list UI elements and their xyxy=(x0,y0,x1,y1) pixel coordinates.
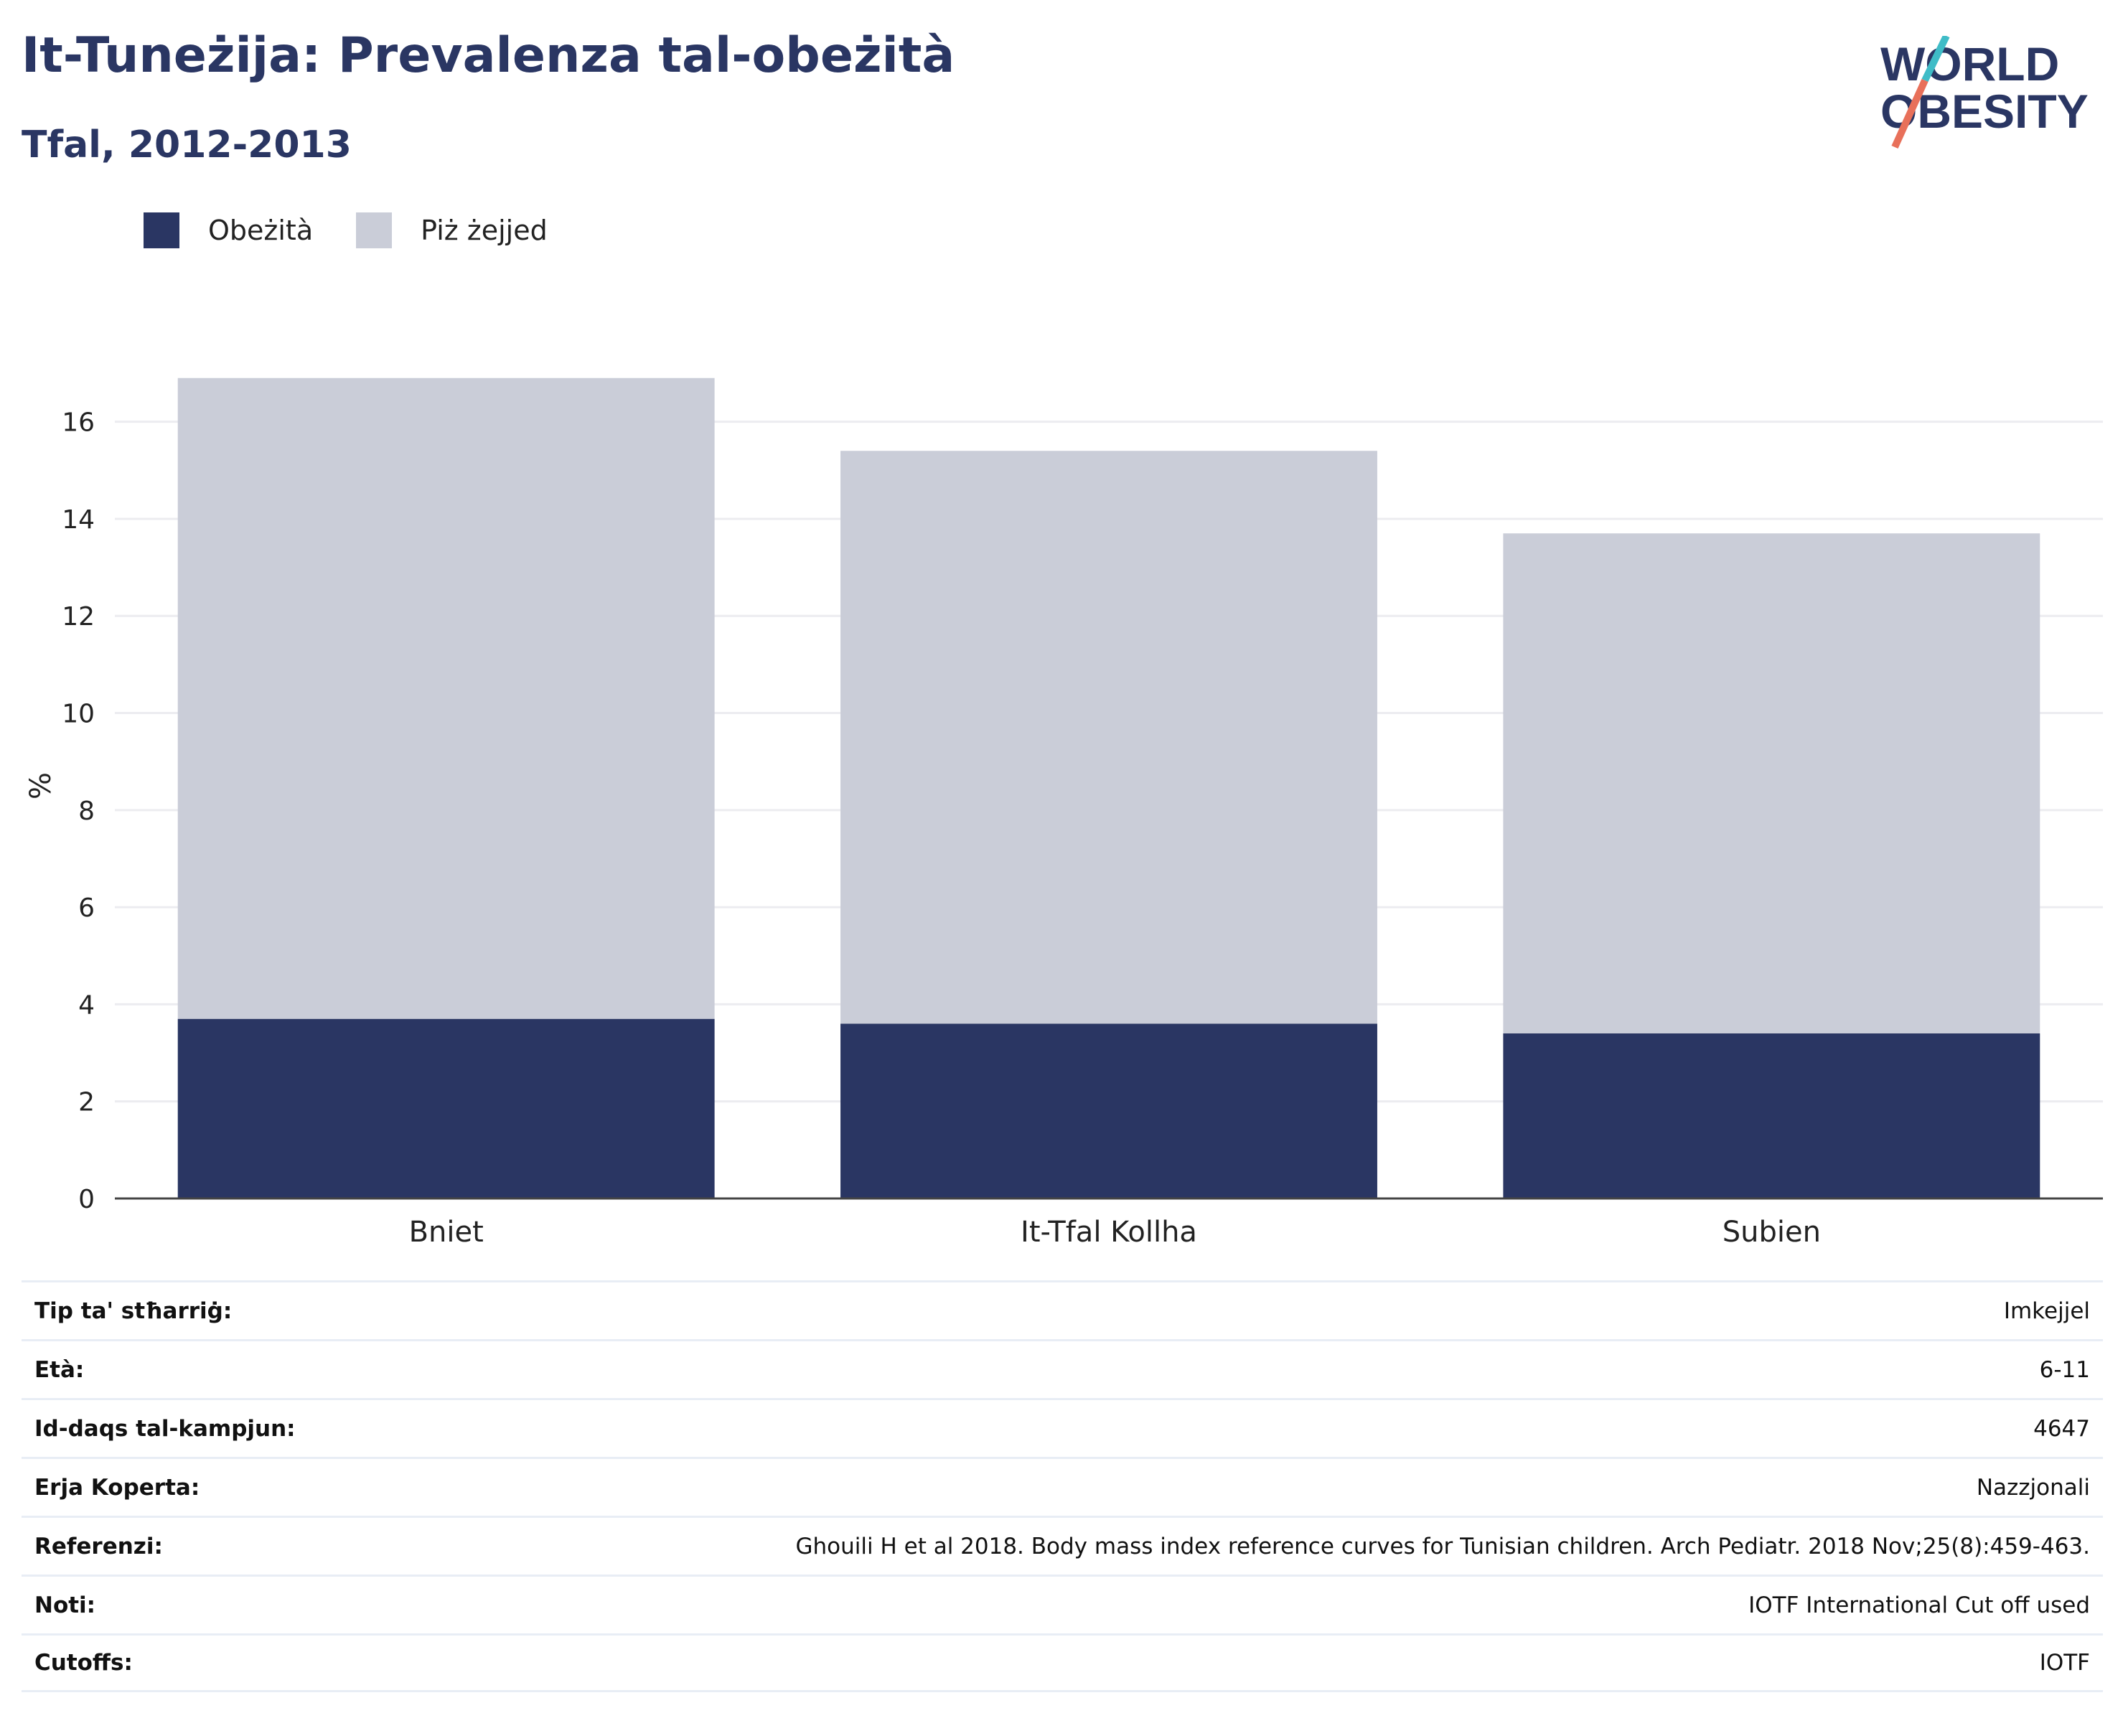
meta-value: Nazzjonali xyxy=(1976,1474,2090,1501)
bar-obesity-1 xyxy=(840,1023,1377,1198)
meta-row: Tip ta' stħarriġ: Imkejjel xyxy=(22,1280,2103,1339)
meta-value: IOTF International Cut off used xyxy=(1748,1592,2090,1618)
meta-row: Noti: IOTF International Cut off used xyxy=(22,1575,2103,1633)
bar-obesity-0 xyxy=(177,1018,715,1198)
y-tick-label: 0 xyxy=(78,1185,95,1214)
chart-title: It-Tuneżija: Prevalenza tal-obeżità xyxy=(22,27,955,84)
y-axis-label: % xyxy=(24,772,57,799)
meta-value: IOTF xyxy=(2039,1650,2090,1676)
chart-subtitle: Tfal, 2012-2013 xyxy=(22,123,352,166)
world-obesity-logo: WORLD OBESITY xyxy=(1880,36,2089,149)
legend-item-obesity: Obeżità xyxy=(144,212,313,248)
meta-row: Id-daqs tal-kampjun: 4647 xyxy=(22,1398,2103,1457)
bar-overweight-2 xyxy=(1503,533,2040,1033)
y-tick-label: 8 xyxy=(78,797,95,826)
meta-key: Referenzi: xyxy=(34,1533,163,1559)
survey-details-table: Tip ta' stħarriġ: Imkejjel Età: 6-11 Id-da… xyxy=(22,1280,2103,1692)
meta-value: Imkejjel xyxy=(2003,1298,2090,1324)
meta-key: Tip ta' stħarriġ: xyxy=(34,1298,233,1324)
svg-text:WORLD: WORLD xyxy=(1880,37,2059,90)
x-tick-label: Bniet xyxy=(409,1216,484,1249)
meta-value: 6-11 xyxy=(2039,1356,2090,1383)
y-tick-label: 2 xyxy=(78,1088,95,1117)
meta-key: Id-daqs tal-kampjun: xyxy=(34,1415,296,1442)
bar-overweight-0 xyxy=(177,377,715,1019)
legend-label-obesity: Obeżità xyxy=(208,215,314,246)
y-tick-label: 12 xyxy=(62,602,95,632)
meta-row: Età: 6-11 xyxy=(22,1339,2103,1398)
meta-key: Cutoffs: xyxy=(34,1650,133,1676)
bar-overweight-1 xyxy=(840,451,1377,1024)
meta-key: Noti: xyxy=(34,1592,96,1618)
meta-key: Erja Koperta: xyxy=(34,1474,200,1501)
meta-row: Erja Koperta: Nazzjonali xyxy=(22,1457,2103,1516)
x-tick-label: Subien xyxy=(1723,1216,1821,1249)
legend-swatch-overweight xyxy=(356,212,393,248)
legend-label-overweight: Piż żejjed xyxy=(421,215,548,246)
legend-item-overweight: Piż żejjed xyxy=(356,212,548,248)
y-tick-label: 4 xyxy=(78,990,95,1020)
x-tick-label: It-Tfal Kollha xyxy=(1021,1216,1197,1249)
meta-row: Cutoffs: IOTF xyxy=(22,1633,2103,1692)
bar-chart: 0 2 4 6 8 10 12 14 16% Bniet It-Tfal Kollha Subien xyxy=(24,377,2103,1249)
legend: Obeżità Piż żejjed xyxy=(144,212,591,248)
meta-row: Referenzi: Ghouili H et al 2018. Body mas… xyxy=(22,1516,2103,1575)
meta-value: Ghouili H et al 2018. Body mass index re… xyxy=(795,1533,2090,1559)
y-tick-label: 16 xyxy=(62,408,95,438)
legend-swatch-obesity xyxy=(144,212,179,248)
meta-value: 4647 xyxy=(2033,1415,2090,1442)
y-tick-label: 6 xyxy=(78,893,95,923)
y-tick-label: 14 xyxy=(62,505,95,535)
bar-obesity-2 xyxy=(1503,1033,2040,1198)
y-tick-label: 10 xyxy=(62,700,95,729)
meta-key: Età: xyxy=(34,1356,85,1383)
